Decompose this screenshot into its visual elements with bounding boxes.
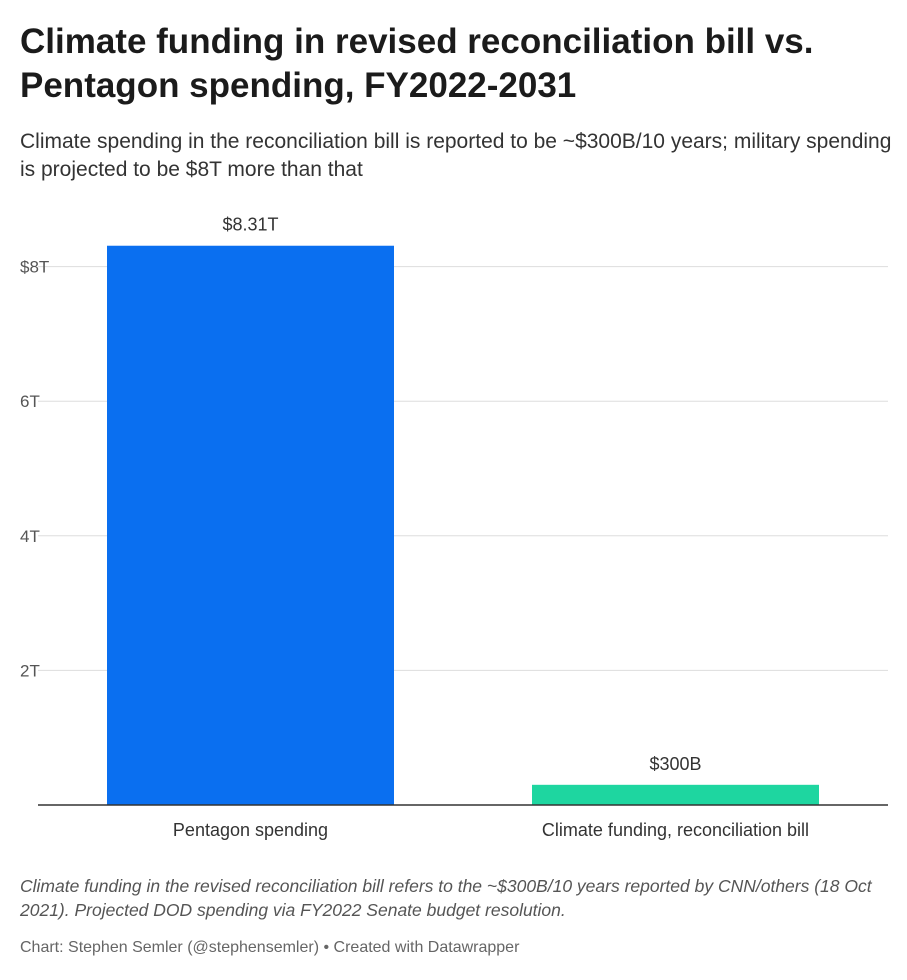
x-category-label: Pentagon spending <box>173 820 328 840</box>
y-tick-label: 4T <box>20 527 40 546</box>
bar-chart: 2T 4T 6T $8T $8.31T Pentagon spending $300B Cli… <box>20 215 888 840</box>
y-tick-label: 6T <box>20 392 40 411</box>
chart-note: Climate funding in the revised reconcili… <box>20 876 872 920</box>
bar <box>532 784 819 805</box>
y-tick-label: 2T <box>20 661 40 680</box>
bar-value-label: $8.31T <box>222 215 278 235</box>
bar <box>107 245 394 805</box>
chart-credit: Chart: Stephen Semler (@stephensemler) •… <box>20 939 520 956</box>
chart-title: Climate funding in revised reconciliatio… <box>20 22 814 105</box>
x-category-label: Climate funding, reconciliation bill <box>542 820 809 840</box>
chart-subtitle: Climate spending in the reconciliation b… <box>20 130 892 181</box>
y-tick-label: $8T <box>20 258 49 277</box>
bar-value-label: $300B <box>649 754 701 774</box>
